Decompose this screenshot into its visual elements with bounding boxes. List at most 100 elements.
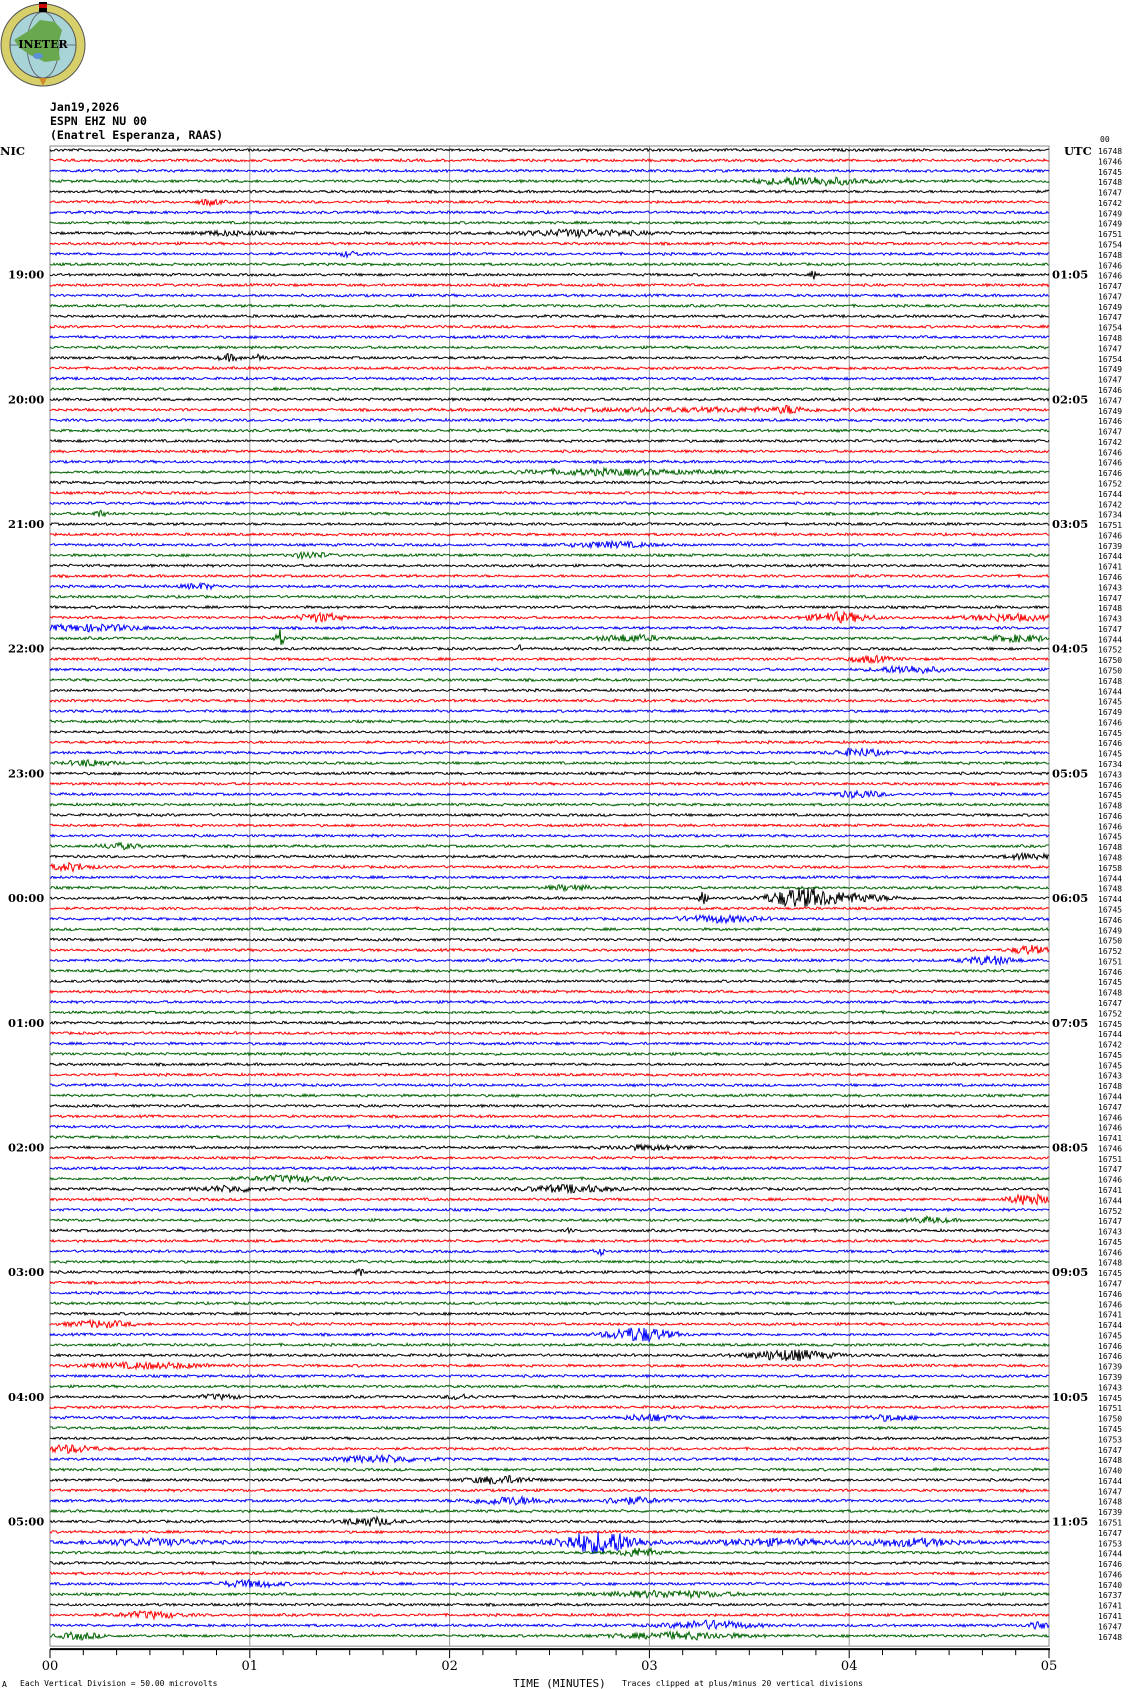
trace-row <box>49 531 1050 538</box>
row-offset-label: 16745 <box>1098 168 1122 177</box>
trace-row <box>49 1009 1050 1015</box>
row-offset-label: 16750 <box>1098 937 1122 946</box>
row-offset-labels: 1674816746167451674816747167421674916749… <box>1098 147 1122 1642</box>
trace-row <box>49 448 1050 454</box>
row-offset-label: 16747 <box>1098 594 1122 603</box>
row-offset-label: 16739 <box>1098 1508 1122 1517</box>
row-offset-label: 16740 <box>1098 1467 1122 1476</box>
trace-row <box>49 968 1050 974</box>
right-time-label: 10:05 <box>1052 1390 1088 1404</box>
trace-row <box>49 1300 1050 1306</box>
trace-row <box>49 1560 1050 1566</box>
row-offset-label: 16747 <box>1098 428 1122 437</box>
trace-row <box>49 490 1050 496</box>
right-time-label: 03:05 <box>1052 517 1088 531</box>
trace-row <box>49 404 1050 415</box>
row-offset-label: 16747 <box>1098 313 1122 322</box>
row-offset-label: 16748 <box>1098 802 1122 811</box>
row-offset-label: 16746 <box>1098 386 1122 395</box>
trace-row <box>49 228 1050 239</box>
row-offset-label: 16747 <box>1098 292 1122 301</box>
row-offset-label: 16748 <box>1098 251 1122 260</box>
row-offset-label: 16748 <box>1098 989 1122 998</box>
trace-row <box>49 1142 1050 1152</box>
trace-row <box>49 1629 1050 1642</box>
row-offset-label: 16744 <box>1098 1477 1122 1486</box>
trace-row <box>49 610 1050 624</box>
row-offset-label: 16749 <box>1098 303 1122 312</box>
row-offset-label: 16747 <box>1098 282 1122 291</box>
row-offset-label: 16745 <box>1098 1051 1122 1060</box>
row-offset-label: 16741 <box>1098 1602 1122 1611</box>
trace-row <box>49 352 1050 362</box>
left-time-label: 20:00 <box>8 392 44 406</box>
row-offset-label: 16744 <box>1098 1550 1122 1559</box>
row-offset-label: 16748 <box>1098 604 1122 613</box>
right-time-label: 04:05 <box>1052 642 1088 656</box>
row-offset-label: 16734 <box>1098 511 1122 520</box>
row-offset-label: 16746 <box>1098 968 1122 977</box>
row-offset-label: 16745 <box>1098 1394 1122 1403</box>
row-offset-label: 16746 <box>1098 1300 1122 1309</box>
seismic-traces <box>49 147 1050 1642</box>
row-offset-label: 16744 <box>1098 490 1122 499</box>
row-offset-label: 16744 <box>1098 687 1122 696</box>
trace-row <box>49 1508 1050 1514</box>
row-offset-label: 16743 <box>1098 770 1122 779</box>
trace-row <box>49 1349 1050 1362</box>
row-offset-label: 16746 <box>1098 1342 1122 1351</box>
trace-row <box>49 270 1050 280</box>
left-time-label: 01:00 <box>8 1016 44 1030</box>
trace-row <box>49 175 1050 188</box>
row-offset-label: 16746 <box>1098 812 1122 821</box>
row-offset-label: 16742 <box>1098 500 1122 509</box>
left-axis-title: NIC <box>0 144 25 158</box>
trace-row <box>49 240 1050 247</box>
trace-row <box>49 801 1050 808</box>
trace-row <box>49 758 1050 767</box>
trace-row <box>50 812 1050 818</box>
trace-row <box>49 521 1050 527</box>
row-offset-label: 16746 <box>1098 1113 1122 1122</box>
row-offset-label: 16752 <box>1098 646 1122 655</box>
row-offset-label: 16751 <box>1098 1404 1122 1413</box>
row-offset-label: 16751 <box>1098 1518 1122 1527</box>
trace-row <box>49 1082 1050 1088</box>
row-offset-label: 16751 <box>1098 521 1122 530</box>
row-offset-label: 16746 <box>1098 459 1122 468</box>
trace-row <box>49 926 1050 932</box>
row-offset-label: 16746 <box>1098 1352 1122 1361</box>
trace-row <box>49 841 1049 851</box>
row-offset-label: 16758 <box>1098 864 1122 873</box>
right-time-label: 01:05 <box>1052 268 1088 282</box>
trace-row <box>49 644 1050 652</box>
trace-row <box>49 438 1050 444</box>
trace-row <box>49 1318 1050 1329</box>
trace-row <box>49 883 1050 893</box>
trace-row <box>49 344 1049 350</box>
trace-row <box>49 1020 1049 1026</box>
trace-row <box>49 365 1050 371</box>
row-offset-label: 16751 <box>1098 230 1122 239</box>
trace-row <box>49 1435 1050 1442</box>
row-offset-label: 16741 <box>1098 1186 1122 1195</box>
left-time-labels: 19:00 20:00 21:00 22:00 23:00 00:00 01:00 02:00… <box>8 268 44 1529</box>
row-offset-label: 16741 <box>1098 563 1122 572</box>
trace-row <box>49 1487 1050 1494</box>
row-offset-label: 16748 <box>1098 1456 1122 1465</box>
trace-row <box>49 1360 1049 1371</box>
x-tick-label: 05 <box>1041 1659 1058 1674</box>
row-offset-label: 16747 <box>1098 625 1122 634</box>
trace-row <box>49 729 1050 735</box>
trace-row <box>49 459 1050 465</box>
row-offset-label: 16749 <box>1098 209 1122 218</box>
trace-row <box>49 1123 1050 1130</box>
row-offset-label: 16748 <box>1098 1259 1122 1268</box>
row-offset-label: 16751 <box>1098 957 1122 966</box>
trace-row <box>49 1103 1050 1109</box>
right-time-label: 08:05 <box>1052 1140 1088 1154</box>
right-time-label: 05:05 <box>1052 766 1088 780</box>
trace-row <box>49 1570 1050 1577</box>
row-offset-label: 16746 <box>1098 531 1122 540</box>
row-offset-label: 16745 <box>1098 905 1122 914</box>
